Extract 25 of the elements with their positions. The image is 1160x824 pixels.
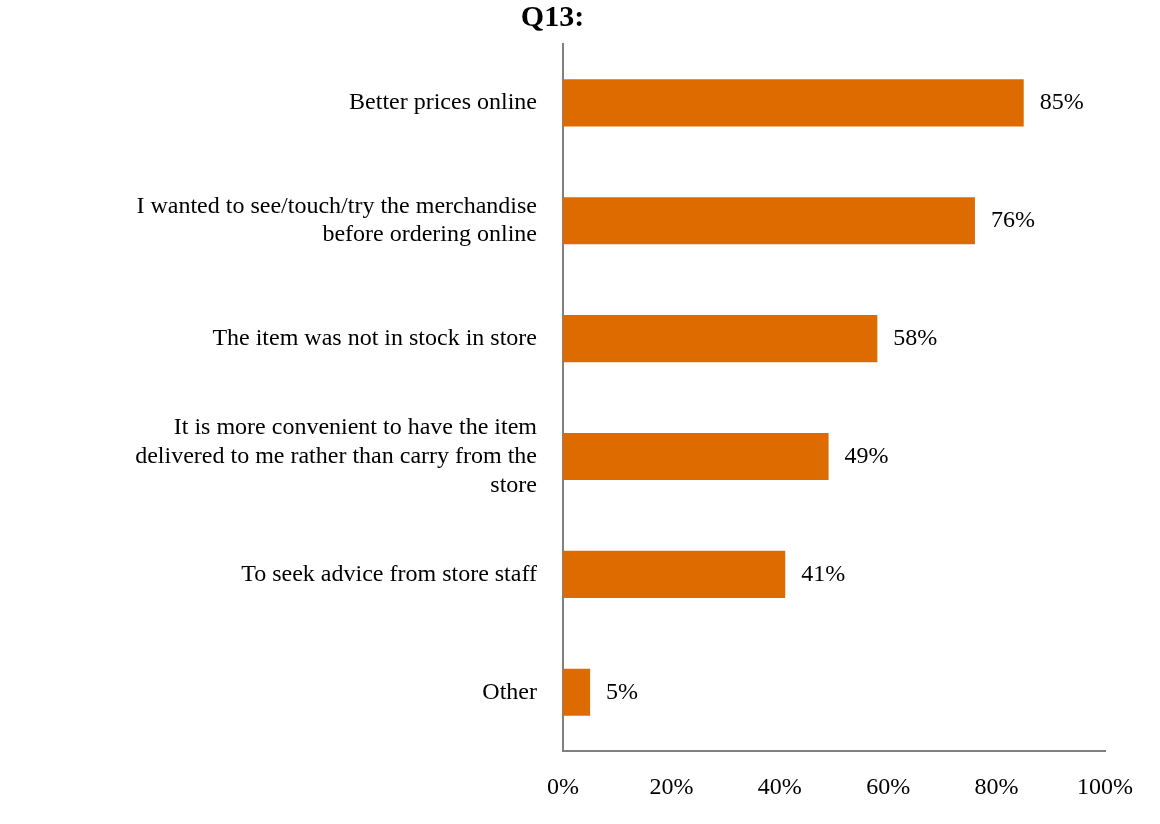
- data-label: 76%: [990, 206, 1035, 233]
- y-tick-label: The item was not in stock in store: [212, 323, 537, 350]
- y-tick-label: Better prices online: [349, 88, 537, 115]
- bar: [563, 197, 975, 245]
- bar: [563, 315, 878, 363]
- x-tick-label: 40%: [757, 772, 802, 799]
- data-label: 49%: [844, 441, 889, 468]
- bar: [563, 79, 1024, 127]
- x-tick-label: 100%: [1077, 772, 1133, 799]
- x-tick-label: 60%: [866, 772, 911, 799]
- y-tick-label: It is more convenient to have the item delivered to me rather than carry from the store: [135, 413, 538, 497]
- bar: [563, 668, 591, 716]
- chart-title: Q13:: [520, 0, 585, 32]
- y-tick-label: Other: [482, 677, 537, 704]
- data-label: 58%: [893, 323, 938, 350]
- data-label: 41%: [801, 559, 846, 586]
- bar: [563, 432, 829, 481]
- x-tick-label: 80%: [974, 772, 1019, 799]
- data-label: 85%: [1039, 88, 1084, 115]
- y-tick-label: I wanted to see/touch/try the merchandise before ordering online: [136, 191, 537, 247]
- bar: [563, 550, 786, 598]
- data-label: 5%: [606, 677, 639, 704]
- x-tick-label: 0%: [547, 772, 579, 799]
- x-tick-label: 20%: [649, 772, 694, 799]
- y-tick-label: To seek advice from store staff: [241, 559, 537, 586]
